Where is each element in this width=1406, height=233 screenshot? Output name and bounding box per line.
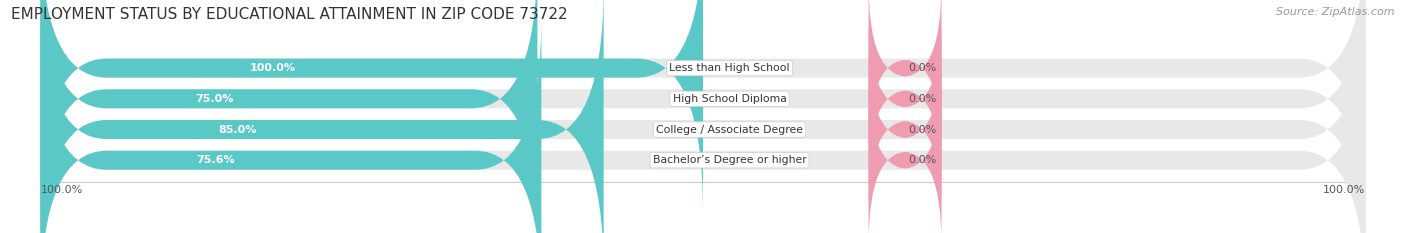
Text: College / Associate Degree: College / Associate Degree (657, 124, 803, 134)
Text: 100.0%: 100.0% (249, 63, 295, 73)
Text: 75.0%: 75.0% (195, 94, 233, 104)
FancyBboxPatch shape (41, 0, 1365, 233)
FancyBboxPatch shape (41, 0, 703, 212)
Text: 0.0%: 0.0% (908, 124, 936, 134)
FancyBboxPatch shape (41, 0, 1365, 212)
Text: 100.0%: 100.0% (41, 185, 83, 195)
FancyBboxPatch shape (41, 16, 541, 233)
Text: 0.0%: 0.0% (908, 155, 936, 165)
Text: High School Diploma: High School Diploma (672, 94, 786, 104)
Text: 0.0%: 0.0% (908, 94, 936, 104)
Text: 85.0%: 85.0% (218, 124, 257, 134)
Text: 100.0%: 100.0% (1323, 185, 1365, 195)
FancyBboxPatch shape (869, 0, 942, 152)
Text: Less than High School: Less than High School (669, 63, 790, 73)
FancyBboxPatch shape (869, 46, 942, 213)
FancyBboxPatch shape (41, 0, 537, 233)
FancyBboxPatch shape (41, 0, 603, 233)
FancyBboxPatch shape (869, 77, 942, 233)
Text: 0.0%: 0.0% (908, 63, 936, 73)
FancyBboxPatch shape (41, 16, 1365, 233)
Text: Bachelor’s Degree or higher: Bachelor’s Degree or higher (652, 155, 807, 165)
Text: Source: ZipAtlas.com: Source: ZipAtlas.com (1277, 7, 1395, 17)
FancyBboxPatch shape (41, 0, 1365, 233)
Text: EMPLOYMENT STATUS BY EDUCATIONAL ATTAINMENT IN ZIP CODE 73722: EMPLOYMENT STATUS BY EDUCATIONAL ATTAINM… (11, 7, 568, 22)
Text: 75.6%: 75.6% (197, 155, 235, 165)
FancyBboxPatch shape (869, 15, 942, 182)
